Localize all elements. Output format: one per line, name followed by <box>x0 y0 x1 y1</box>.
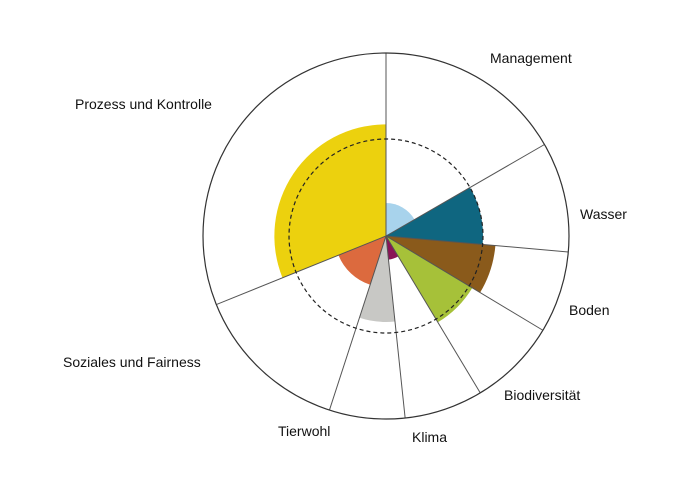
label-prozess-und-kontrolle: Prozess und Kontrolle <box>75 96 212 112</box>
sector-prozess-und-kontrolle <box>274 124 386 278</box>
label-wasser: Wasser <box>580 206 627 222</box>
label-biodiversitaet: Biodiversität <box>504 387 580 403</box>
reference-dashed-circle <box>288 138 484 334</box>
spokes-group <box>216 53 569 419</box>
label-soziales-und-fairness: Soziales und Fairness <box>63 354 201 370</box>
spoke-biodiversitaet <box>385 235 544 331</box>
spoke-prozess-und-kontrolle <box>216 235 387 306</box>
sector-boden <box>386 236 496 293</box>
label-klima: Klima <box>412 429 447 445</box>
sector-tierwohl <box>359 236 395 323</box>
outer-circle <box>202 52 570 420</box>
label-management: Management <box>490 50 572 66</box>
sector-management <box>386 203 415 236</box>
sector-biodiversitaet <box>386 236 473 323</box>
spoke-wasser <box>385 144 545 237</box>
spoke-soziales-und-fairness <box>328 235 387 411</box>
label-boden: Boden <box>569 302 609 318</box>
sectors-group <box>274 124 496 323</box>
sector-wasser <box>386 187 483 245</box>
spoke-tierwohl <box>385 235 406 419</box>
label-tierwohl: Tierwohl <box>278 423 330 439</box>
spoke-boden <box>385 235 569 253</box>
labels-group: Management Wasser Boden Biodiversität Kl… <box>63 50 627 445</box>
spoke-klima <box>385 235 481 394</box>
